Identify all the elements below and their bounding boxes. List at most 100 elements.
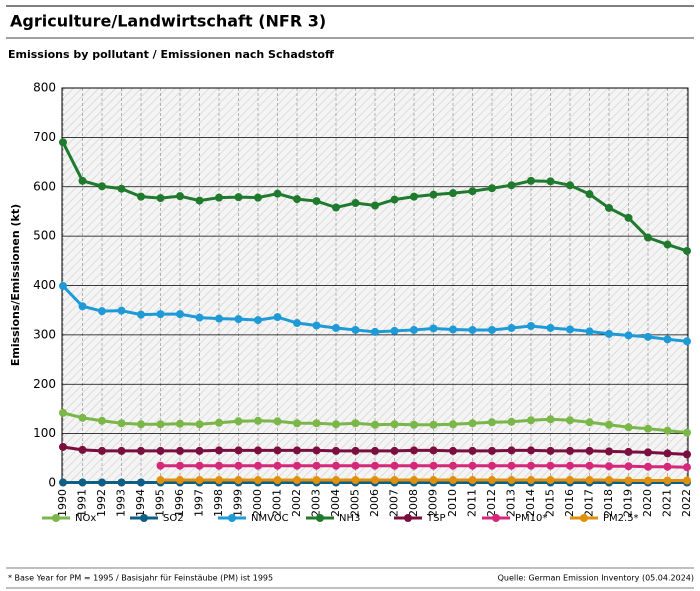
data-point [312,476,321,485]
data-point [371,201,379,210]
data-point [410,420,418,429]
legend-label: PM2.5* [603,513,639,524]
data-point [566,446,574,455]
x-tick-label: 2017 [583,489,596,517]
data-point [215,193,223,202]
data-point [137,192,145,201]
data-point [683,428,691,437]
data-point [663,240,672,249]
x-tick-label: 2001 [271,489,284,517]
data-point [644,424,652,433]
data-point [663,476,672,485]
data-point [507,417,516,426]
data-point [585,190,594,199]
data-point [644,462,652,471]
data-point [390,446,399,455]
data-point [429,190,438,199]
data-point [117,184,126,193]
data-point [371,476,379,485]
data-point [546,415,555,424]
data-point [410,325,418,334]
data-point [507,181,516,190]
y-tick-label: 200 [33,377,56,391]
x-tick-label: 2022 [680,489,693,517]
data-point [429,420,438,429]
data-point [449,461,457,470]
data-point [449,446,457,455]
data-point [644,476,652,485]
legend-marker [580,514,588,522]
data-point [156,476,165,485]
x-tick-label: 1995 [154,489,167,517]
series-line [160,464,688,469]
data-point [273,461,282,470]
data-point [527,176,535,185]
data-point [410,476,418,485]
data-point [546,177,555,186]
data-point [468,476,477,485]
data-point [644,233,652,242]
data-point [234,193,243,202]
data-point [156,446,165,455]
data-point [371,327,379,336]
data-point [195,461,204,470]
data-point [663,426,672,435]
chart-subtitle: Emissions by pollutant / Emissionen nach… [8,48,334,61]
data-point [488,418,496,427]
data-point [176,446,184,455]
data-point [312,321,321,330]
data-point [176,461,184,470]
legend-marker [228,514,236,522]
x-tick-label: 2003 [310,489,323,517]
data-point [429,324,438,333]
data-point [351,476,360,485]
x-tick-label: 2013 [505,489,518,517]
data-point [585,418,594,427]
x-tick-label: 1997 [193,489,206,517]
data-point [410,446,418,455]
x-tick-label: 2012 [485,489,498,517]
data-point [488,184,496,193]
data-point [663,449,672,458]
data-point [527,321,535,330]
legend-marker [492,514,500,522]
legend-marker [316,514,324,522]
data-point [137,446,145,455]
data-point [59,138,67,147]
x-tick-label: 1994 [134,489,147,517]
x-tick-label: 2021 [661,489,674,517]
data-point [234,315,243,324]
data-point [546,446,555,455]
data-point [273,446,282,455]
x-tick-label: 1991 [76,489,89,517]
data-point [215,418,223,427]
data-point [546,476,555,485]
data-point [234,417,243,426]
data-point [176,192,184,201]
legend-label: NMVOC [251,513,289,524]
data-point [195,196,204,205]
data-point [390,476,399,485]
data-point [98,307,106,316]
data-point [351,325,360,334]
x-tick-label: 2004 [329,489,342,517]
data-point [449,476,457,485]
data-point [98,416,106,425]
data-point [546,323,555,332]
legend-label: NOx [75,513,96,524]
data-point [644,332,652,341]
data-point [78,302,87,311]
data-point [78,445,87,454]
x-tick-label: 2014 [524,489,537,517]
data-point [605,447,613,456]
data-point [390,326,399,335]
data-point [605,203,613,212]
data-point [293,195,301,204]
data-point [273,189,282,198]
y-axis-label: Emissions/Emissionen (kt) [9,204,22,366]
data-point [215,476,223,485]
data-point [410,461,418,470]
data-point [254,316,262,325]
x-tick-label: 1992 [95,489,108,517]
data-point [312,197,321,206]
